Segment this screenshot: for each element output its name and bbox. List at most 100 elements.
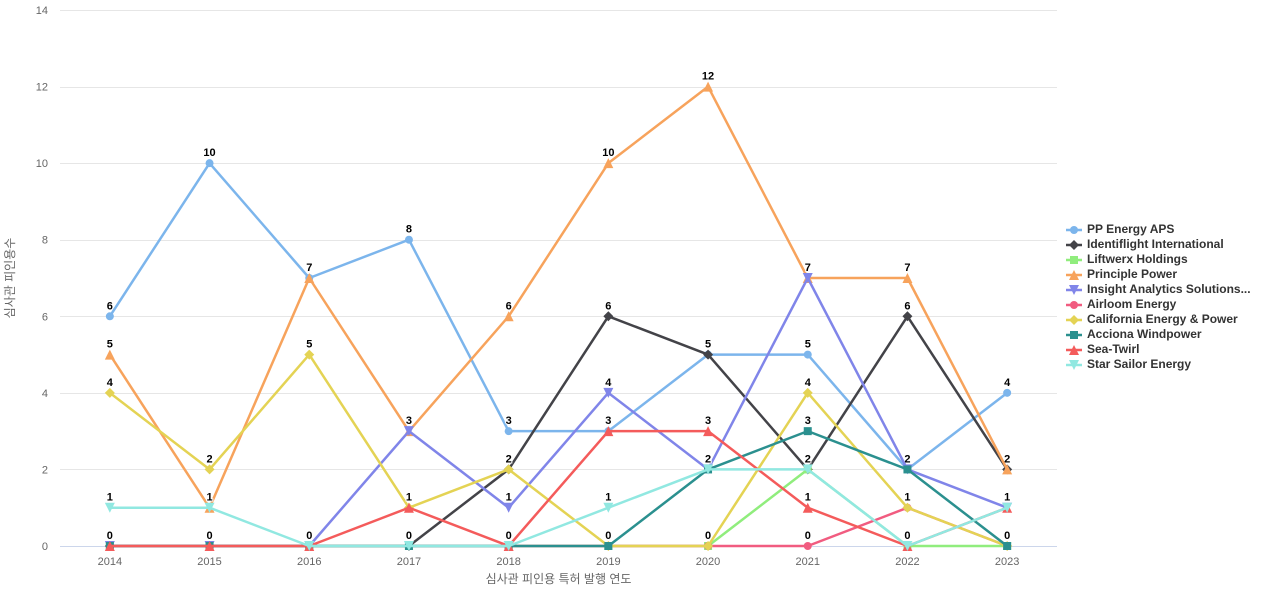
data-point-label: 5 [705,339,711,351]
legend-item-insight-analytics-solutions[interactable]: Insight Analytics Solutions... [1066,282,1251,297]
data-point-label: 3 [705,415,711,427]
data-point-marker[interactable] [104,502,115,513]
legend-item-label: Identiflight International [1087,237,1224,251]
data-point-marker[interactable] [802,387,813,398]
data-point-label: 4 [605,377,612,389]
data-point-marker[interactable] [902,273,913,283]
data-point-marker[interactable] [1002,464,1013,475]
legend-marker-diamond-icon [1066,239,1082,250]
series-sea-twirl[interactable]: 31 [104,414,1013,551]
data-point-label: 3 [406,415,412,427]
x-axis-tick-label: 2022 [895,556,919,568]
legend-item-liftwerx-holdings[interactable]: Liftwerx Holdings [1066,252,1251,267]
data-point-label: 0 [506,530,512,542]
legend-marker-circle-icon [1066,225,1082,234]
data-point-marker[interactable] [1003,388,1012,397]
y-axis-tick-label: 12 [36,82,48,94]
data-point-marker[interactable] [304,273,315,283]
data-point-marker[interactable] [703,349,714,360]
legend-marker-circle-icon [1066,300,1082,309]
legend-item-label: Principle Power [1087,267,1178,281]
data-point-marker[interactable] [204,464,215,475]
series-pp-energy-aps[interactable]: 6 10 7 8 3 3 5 5 2 4 [105,146,1012,474]
data-point-label: 7 [805,262,811,274]
data-point-marker[interactable] [504,427,513,436]
data-point-marker[interactable] [803,350,812,359]
data-point-marker[interactable] [304,349,315,360]
data-point-marker[interactable] [903,465,912,474]
data-point-marker[interactable] [104,349,115,360]
data-point-marker[interactable] [603,426,614,437]
data-point-marker[interactable] [603,311,614,322]
legend-item-identiflight-international[interactable]: Identiflight International [1066,237,1251,252]
data-point-marker[interactable] [703,81,714,92]
data-point-marker[interactable] [503,464,514,475]
data-point-marker[interactable] [703,464,714,475]
data-point-marker[interactable] [803,542,812,550]
data-point-marker[interactable] [802,464,813,475]
legend-item-sea-twirl[interactable]: Sea-Twirl [1066,342,1251,357]
data-point-marker[interactable] [603,387,614,398]
legend-item-pp-energy-aps[interactable]: PP Energy APS [1066,222,1251,237]
data-point-marker[interactable] [802,502,813,513]
data-point-label: 5 [306,339,312,351]
legend-item-label: Airloom Energy [1087,297,1177,311]
data-point-marker[interactable] [404,235,413,244]
data-point-label: 0 [406,530,412,542]
data-point-label: 2 [805,453,811,465]
data-point-marker[interactable] [603,158,614,169]
data-point-marker[interactable] [403,502,414,513]
series-identiflight-international[interactable]: 0 0 0 0 2 6 2 6 2 [104,299,1013,551]
legend-item-label: Star Sailor Energy [1087,357,1192,371]
data-point-marker[interactable] [803,427,812,436]
data-point-marker[interactable] [802,273,813,283]
data-point-label: 0 [605,530,611,542]
data-point-marker[interactable] [104,387,115,398]
data-point-marker[interactable] [603,502,614,513]
data-point-label: 12 [702,71,714,83]
data-point-label: 10 [203,147,215,159]
data-point-marker[interactable] [204,502,215,513]
data-point-marker[interactable] [204,541,215,551]
legend-item-principle-power[interactable]: Principle Power [1066,267,1251,282]
x-axis-tick-label: 2023 [995,556,1019,568]
data-point-marker[interactable] [403,426,414,437]
data-point-marker[interactable] [503,502,514,513]
legend-item-label: Liftwerx Holdings [1087,252,1188,266]
data-point-marker[interactable] [205,159,214,168]
data-point-marker[interactable] [1002,502,1013,513]
series-insight-analytics-solutions[interactable]: 1 4 2 1 [104,273,1013,551]
data-point-marker[interactable] [503,311,514,322]
x-axis-tick-label: 2015 [197,556,221,568]
data-point-marker[interactable] [104,541,115,551]
y-axis-title: 심사관 피인용수 [3,238,17,319]
data-point-label: 7 [306,262,312,274]
data-point-marker[interactable] [503,541,514,551]
y-axis-tick-label: 0 [42,541,48,553]
data-point-marker[interactable] [703,541,714,551]
legend-item-star-sailor-energy[interactable]: Star Sailor Energy [1066,357,1251,372]
legend-item-airloom-energy[interactable]: Airloom Energy [1066,297,1251,312]
data-point-label: 1 [206,492,212,504]
data-point-label: 1 [1004,492,1010,504]
data-point-marker[interactable] [304,541,315,551]
data-point-label: 3 [506,415,512,427]
data-point-label: 2 [506,453,512,465]
legend-item-california-energy-power[interactable]: California Energy & Power [1066,312,1251,327]
data-point-marker[interactable] [604,542,613,550]
legend-item-acciona-windpower[interactable]: Acciona Windpower [1066,327,1251,342]
data-point-marker[interactable] [902,502,913,513]
legend-item-label: Sea-Twirl [1087,342,1140,356]
data-point-marker[interactable] [703,426,714,437]
data-point-marker[interactable] [1003,542,1012,550]
y-axis-tick-label: 6 [42,311,48,323]
series-line [108,161,1009,471]
data-point-marker[interactable] [105,312,114,321]
data-point-marker[interactable] [902,541,913,551]
data-point-label: 6 [605,300,611,312]
data-point-marker[interactable] [902,311,913,322]
data-point-marker[interactable] [403,541,414,551]
y-axis-tick-label: 14 [36,5,48,17]
